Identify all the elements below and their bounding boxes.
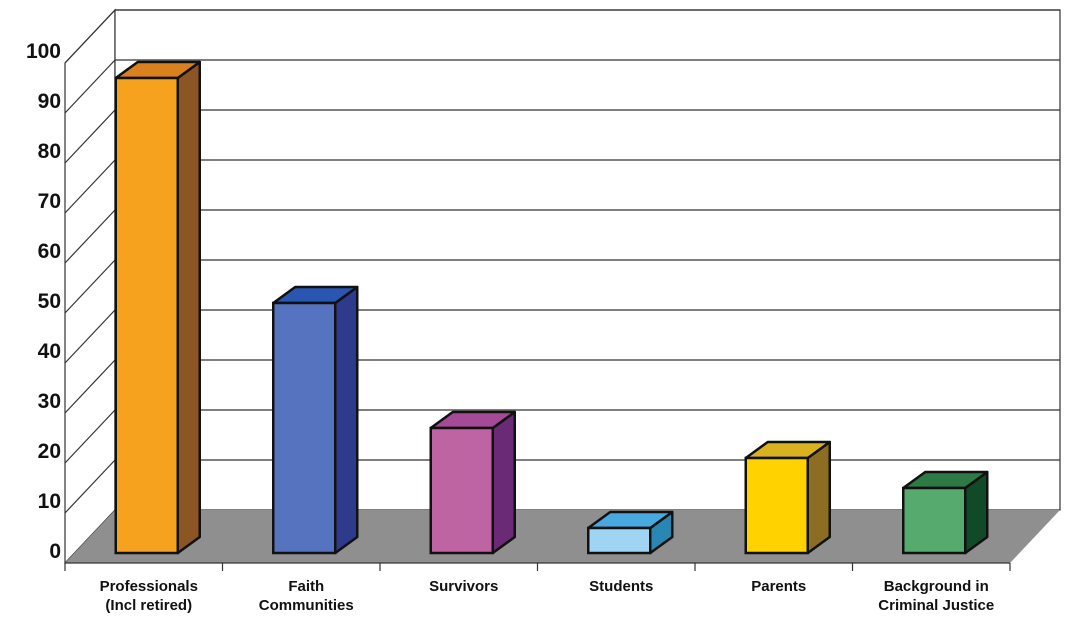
y-tick-label: 70 bbox=[38, 190, 61, 213]
bar-side bbox=[491, 410, 516, 555]
bar bbox=[902, 470, 989, 555]
y-tick-label: 80 bbox=[38, 140, 61, 163]
chart-walls bbox=[64, 8, 1061, 565]
y-tick-label: 60 bbox=[38, 240, 61, 263]
x-category-label: Students bbox=[589, 578, 653, 595]
gridline-left bbox=[64, 459, 116, 514]
x-category-label-line: (Incl retired) bbox=[105, 597, 192, 614]
x-category-label-line: Students bbox=[589, 578, 653, 595]
bar-front bbox=[902, 486, 967, 555]
x-category-label-line: Background in bbox=[884, 578, 989, 595]
x-category-label-line: Professionals bbox=[100, 578, 198, 595]
y-tick-label: 100 bbox=[26, 40, 61, 63]
x-category-label: Background in Criminal Justice bbox=[878, 578, 994, 614]
x-category-label-line: Parents bbox=[751, 578, 806, 595]
bar-front bbox=[272, 301, 337, 555]
x-category-label: Professionals (Incl retired) bbox=[100, 578, 198, 614]
bar-side bbox=[334, 285, 359, 555]
bar-front bbox=[114, 76, 179, 555]
x-category-label-line: Faith bbox=[288, 578, 324, 595]
gridline-left bbox=[64, 209, 116, 264]
x-category-label: Faith Communities bbox=[259, 578, 354, 614]
x-category-label: Parents bbox=[751, 578, 806, 595]
y-tick-label: 0 bbox=[49, 540, 61, 563]
x-axis-labels: Professionals (Incl retired) Faith Communit… bbox=[100, 578, 995, 614]
bar bbox=[587, 510, 674, 555]
bar-front bbox=[587, 526, 652, 555]
x-category-label-line: Survivors bbox=[429, 578, 498, 595]
bars bbox=[114, 60, 989, 555]
bar bbox=[114, 60, 201, 555]
y-tick-label: 30 bbox=[38, 390, 61, 413]
bar-side bbox=[176, 60, 201, 555]
y-tick-label: 90 bbox=[38, 90, 61, 113]
bar bbox=[429, 410, 516, 555]
gridline-left bbox=[64, 109, 116, 164]
gridline-left bbox=[64, 9, 116, 64]
x-category-label-line: Criminal Justice bbox=[878, 597, 994, 614]
bar-front bbox=[429, 426, 494, 555]
x-category-label: Survivors bbox=[429, 578, 498, 595]
x-category-label-line: Communities bbox=[259, 597, 354, 614]
y-tick-label: 10 bbox=[38, 490, 61, 513]
y-tick-label: 40 bbox=[38, 340, 61, 363]
gridline-left bbox=[64, 359, 116, 414]
bar-side bbox=[806, 440, 831, 555]
gridline-left bbox=[64, 259, 116, 314]
bar bbox=[744, 440, 831, 555]
gridline-left bbox=[64, 409, 116, 464]
y-tick-label: 50 bbox=[38, 290, 61, 313]
bar bbox=[272, 285, 359, 555]
gridline-left bbox=[64, 159, 116, 214]
gridline-left bbox=[64, 59, 116, 114]
y-axis-ticks: 0 10 20 30 40 50 60 70 80 90 100 bbox=[26, 40, 61, 563]
bar-front bbox=[744, 456, 809, 555]
gridline-left bbox=[64, 309, 116, 364]
y-tick-label: 20 bbox=[38, 440, 61, 463]
